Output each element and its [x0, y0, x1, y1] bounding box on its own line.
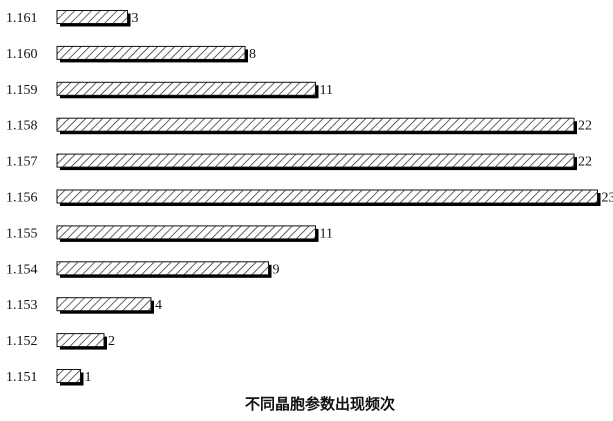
y-tick-label: 1.160: [6, 47, 38, 62]
y-tick-label: 1.153: [6, 298, 38, 313]
bar-value-label: 8: [249, 47, 256, 62]
y-tick-label: 1.154: [6, 262, 38, 277]
bar-value-label: 2: [108, 334, 115, 349]
bar-value-label: 1: [85, 370, 92, 385]
y-tick-label: 1.152: [6, 334, 38, 349]
bar: [57, 334, 104, 347]
bar-value-label: 4: [155, 298, 162, 313]
bar-value-label: 23: [602, 191, 613, 206]
bar: [57, 190, 598, 203]
y-tick-label: 1.161: [6, 11, 38, 26]
bar: [57, 262, 269, 275]
bar-value-label: 11: [320, 83, 333, 98]
bars-layer: 1.161 3 1.160 8 1.159 11 1.158 22 1.157 22 1.156 23…: [6, 11, 613, 386]
bar: [57, 118, 574, 131]
bar: [57, 46, 245, 59]
bar: [57, 11, 128, 24]
y-tick-label: 1.157: [6, 155, 38, 170]
y-tick-label: 1.156: [6, 191, 38, 206]
bar-value-label: 3: [132, 11, 139, 26]
x-axis-label: 不同晶胞参数出现频次: [245, 395, 395, 413]
y-tick-label: 1.158: [6, 119, 38, 134]
bar: [57, 154, 574, 167]
y-tick-label: 1.155: [6, 226, 38, 241]
bar-value-label: 22: [578, 119, 592, 134]
bar: [57, 226, 316, 239]
bar-value-label: 11: [320, 226, 333, 241]
bar-value-label: 22: [578, 155, 592, 170]
bar: [57, 370, 81, 383]
bar: [57, 298, 151, 311]
bar: [57, 82, 316, 95]
y-tick-label: 1.159: [6, 83, 38, 98]
bar-value-label: 9: [273, 262, 280, 277]
y-tick-label: 1.151: [6, 370, 38, 385]
